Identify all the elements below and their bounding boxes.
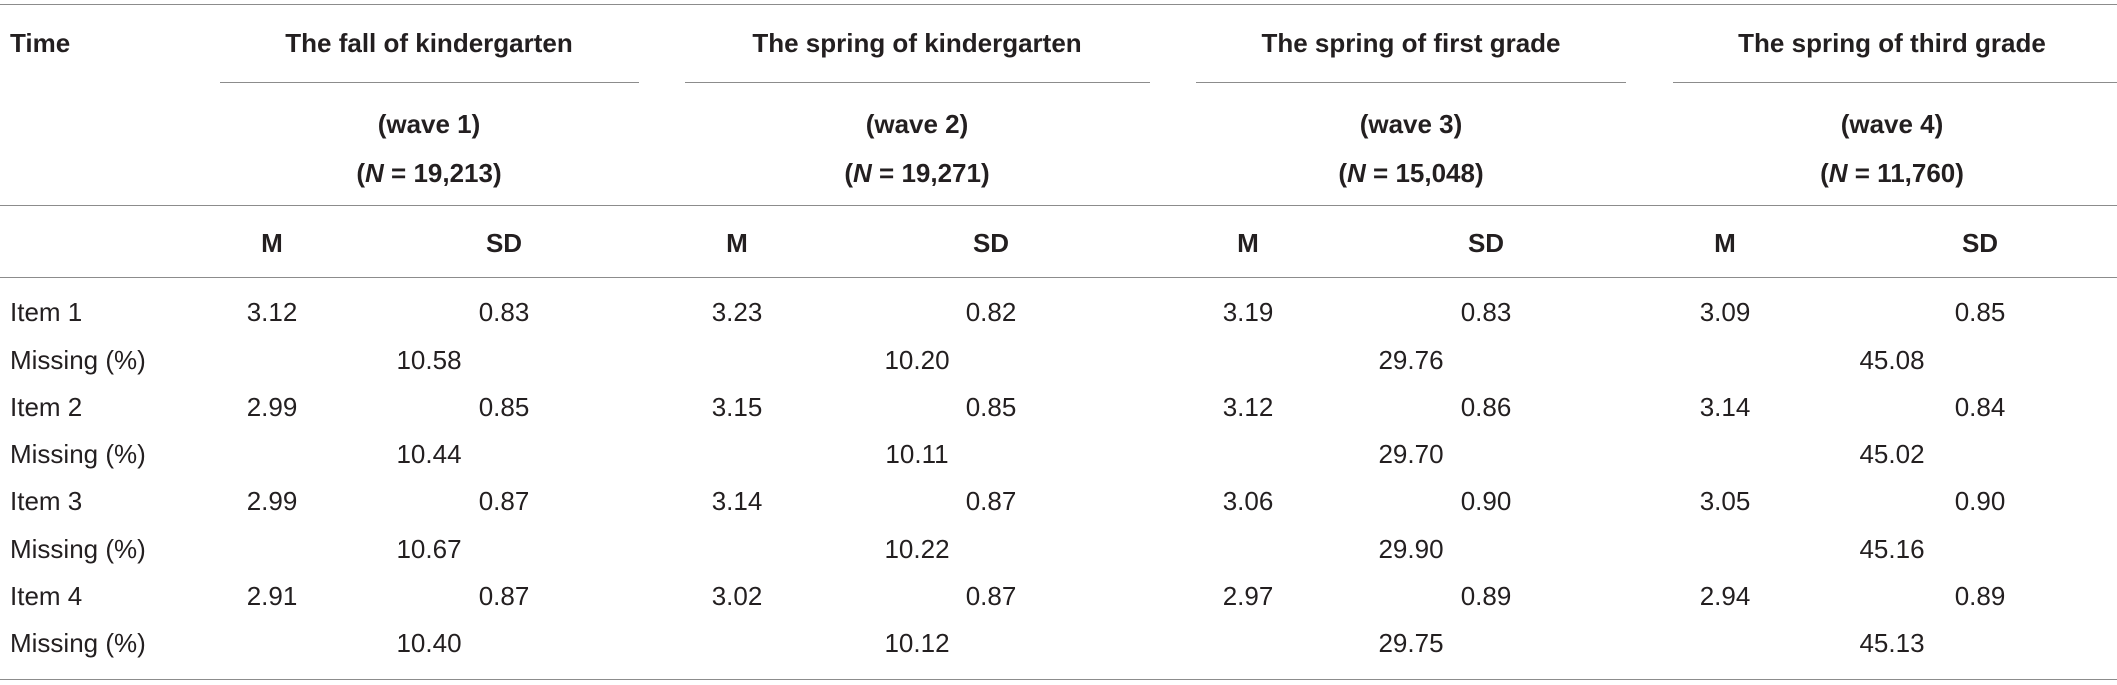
row-label: Item 4 <box>10 581 83 611</box>
mean-cell: 3.23 <box>711 297 763 327</box>
missing-cell: 29.75 <box>1378 628 1444 658</box>
wave-1-title: The fall of kindergarten <box>285 28 573 58</box>
row-label: Item 1 <box>10 297 83 327</box>
sd-cell: 0.87 <box>965 581 1017 611</box>
m-header: M <box>1714 228 1736 258</box>
sd-header: SD <box>1961 228 1999 258</box>
mean-cell: 3.14 <box>1699 392 1751 422</box>
missing-cell: 45.13 <box>1859 628 1925 658</box>
wave-1-label: (wave 1) <box>377 109 481 139</box>
bottom-rule <box>0 679 2117 680</box>
sd-cell: 0.87 <box>965 486 1017 516</box>
wave-2-sample-size: (N = 19,271) <box>844 158 990 188</box>
sd-cell: 0.90 <box>1954 486 2006 516</box>
missing-cell: 10.58 <box>396 345 462 375</box>
mean-cell: 3.15 <box>711 392 763 422</box>
missing-cell: 45.08 <box>1859 345 1925 375</box>
mean-cell: 2.99 <box>246 392 298 422</box>
sd-cell: 0.86 <box>1460 392 1512 422</box>
missing-cell: 10.22 <box>884 534 950 564</box>
mean-cell: 3.05 <box>1699 486 1751 516</box>
sd-cell: 0.84 <box>1954 392 2006 422</box>
missing-cell: 29.90 <box>1378 534 1444 564</box>
mean-cell: 2.94 <box>1699 581 1751 611</box>
sd-header: SD <box>1467 228 1505 258</box>
mean-cell: 3.19 <box>1222 297 1274 327</box>
sd-cell: 0.90 <box>1460 486 1512 516</box>
missing-cell: 10.67 <box>396 534 462 564</box>
sd-cell: 0.89 <box>1954 581 2006 611</box>
header-rule <box>0 205 2117 206</box>
missing-cell: 10.20 <box>884 345 950 375</box>
mean-cell: 3.14 <box>711 486 763 516</box>
missing-cell: 10.40 <box>396 628 462 658</box>
sd-cell: 0.82 <box>965 297 1017 327</box>
wave-3-sample-size: (N = 15,048) <box>1338 158 1484 188</box>
sd-cell: 0.83 <box>1460 297 1512 327</box>
sd-cell: 0.87 <box>478 486 530 516</box>
wave-2-label: (wave 2) <box>865 109 969 139</box>
missing-cell: 45.02 <box>1859 439 1925 469</box>
missing-cell: 10.44 <box>396 439 462 469</box>
missing-cell: 29.76 <box>1378 345 1444 375</box>
time-header: Time <box>10 28 71 58</box>
missing-cell: 10.12 <box>884 628 950 658</box>
missing-cell: 45.16 <box>1859 534 1925 564</box>
wave-4-title: The spring of third grade <box>1738 28 2046 58</box>
mean-cell: 3.12 <box>1222 392 1274 422</box>
wave-2-title: The spring of kindergarten <box>752 28 1082 58</box>
sd-cell: 0.83 <box>478 297 530 327</box>
sd-cell: 0.85 <box>965 392 1017 422</box>
wave-3-underline <box>1196 82 1626 83</box>
wave-4-sample-size: (N = 11,760) <box>1820 158 1964 188</box>
wave-1-underline <box>220 82 639 83</box>
wave-3-title: The spring of first grade <box>1261 28 1561 58</box>
sd-header: SD <box>485 228 523 258</box>
wave-4-label: (wave 4) <box>1840 109 1944 139</box>
missing-cell: 10.11 <box>885 439 949 469</box>
m-header: M <box>261 228 283 258</box>
row-label: Item 3 <box>10 486 83 516</box>
mean-cell: 3.02 <box>711 581 763 611</box>
mean-cell: 3.12 <box>246 297 298 327</box>
row-label: Missing (%) <box>10 628 146 658</box>
mean-cell: 2.99 <box>246 486 298 516</box>
m-header: M <box>726 228 748 258</box>
sd-cell: 0.85 <box>1954 297 2006 327</box>
mean-cell: 2.97 <box>1222 581 1274 611</box>
sd-header: SD <box>972 228 1010 258</box>
top-rule <box>0 4 2117 5</box>
row-label: Missing (%) <box>10 345 146 375</box>
wave-1-sample-size: (N = 19,213) <box>356 158 502 188</box>
mean-cell: 3.06 <box>1222 486 1274 516</box>
sd-cell: 0.85 <box>478 392 530 422</box>
wave-3-label: (wave 3) <box>1359 109 1463 139</box>
subheader-rule <box>0 277 2117 278</box>
m-header: M <box>1237 228 1259 258</box>
mean-cell: 2.91 <box>246 581 298 611</box>
mean-cell: 3.09 <box>1699 297 1751 327</box>
row-label: Missing (%) <box>10 439 146 469</box>
sd-cell: 0.89 <box>1460 581 1512 611</box>
wave-4-underline <box>1673 82 2117 83</box>
wave-2-underline <box>685 82 1150 83</box>
row-label: Missing (%) <box>10 534 146 564</box>
missing-cell: 29.70 <box>1378 439 1444 469</box>
sd-cell: 0.87 <box>478 581 530 611</box>
row-label: Item 2 <box>10 392 83 422</box>
